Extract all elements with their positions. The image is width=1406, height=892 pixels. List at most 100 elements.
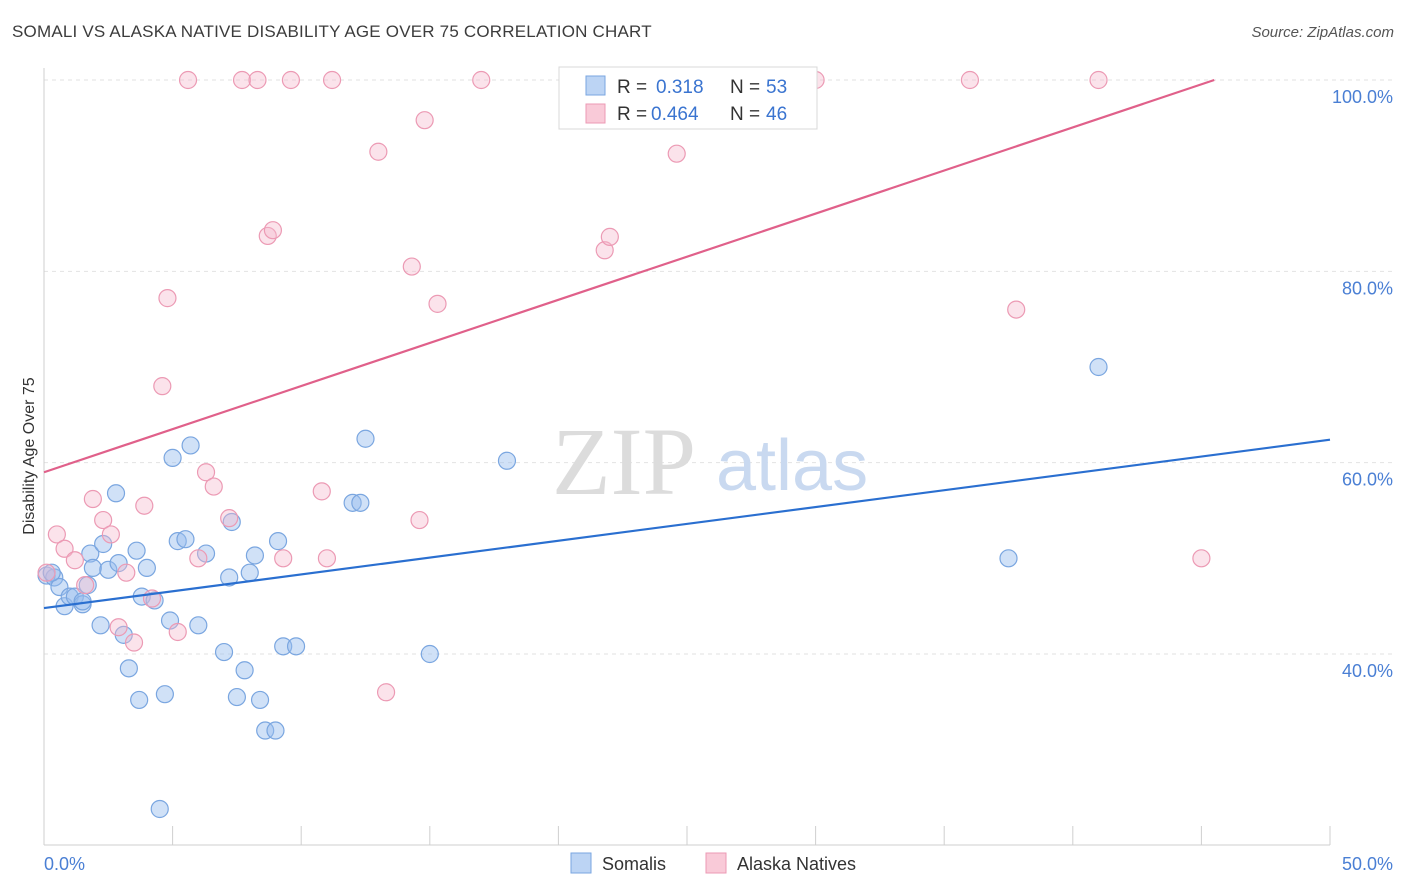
point-alaska-natives <box>1007 300 1026 319</box>
point-alaska-natives <box>76 576 95 595</box>
point-alaska-natives <box>595 241 614 260</box>
point-alaska-natives <box>124 633 144 652</box>
point-alaska-natives <box>196 463 216 482</box>
point-somalis <box>256 721 275 740</box>
point-alaska-natives <box>65 551 84 570</box>
point-alaska-natives <box>402 257 421 276</box>
point-somalis <box>127 541 146 560</box>
chart-title: SOMALI VS ALASKA NATIVE DISABILITY AGE O… <box>12 22 652 41</box>
legend-swatch-alaska-natives <box>585 103 606 124</box>
x-tick-label-min: 0.0% <box>44 854 85 874</box>
y-axis-label: Disability Age Over 75 <box>21 377 38 535</box>
point-somalis <box>130 690 149 710</box>
legend-swatch-somalis <box>585 75 606 96</box>
point-somalis <box>214 642 234 662</box>
point-somalis <box>343 493 362 512</box>
point-alaska-natives <box>322 70 342 90</box>
point-somalis <box>163 448 182 467</box>
point-somalis <box>240 563 259 582</box>
point-alaska-natives <box>37 563 56 582</box>
point-alaska-natives <box>204 477 223 496</box>
watermark-atlas: atlas <box>716 426 868 506</box>
point-alaska-natives <box>248 70 267 90</box>
point-alaska-natives <box>281 70 301 90</box>
watermark-zip: ZIP <box>552 408 696 515</box>
point-alaska-natives <box>960 70 980 90</box>
trend-line-alaska-natives <box>43 78 1215 474</box>
point-alaska-natives <box>312 482 331 501</box>
point-alaska-natives <box>1089 70 1108 90</box>
point-somalis <box>155 685 174 704</box>
point-alaska-natives <box>158 289 177 308</box>
point-somalis <box>181 436 200 455</box>
point-somalis <box>137 558 156 578</box>
legend-n-value-somalis: 53 <box>766 77 787 98</box>
legend-r-label-somalis: R = <box>617 77 647 98</box>
bottom-legend-swatch-alaska-natives <box>705 852 727 874</box>
point-somalis <box>356 429 375 448</box>
point-somalis <box>94 534 113 554</box>
point-somalis <box>176 530 195 549</box>
point-somalis <box>109 554 128 573</box>
series-legend: Somalis Alaska Natives <box>570 852 856 874</box>
source-credit: Source: ZipAtlas.com <box>1251 24 1394 41</box>
point-alaska-natives <box>168 622 187 642</box>
point-alaska-natives <box>258 226 277 246</box>
y-tick-labels: 40.0% 60.0% 80.0% 100.0% <box>1332 87 1393 681</box>
legend-n-label-alaska-natives: N = <box>730 104 760 125</box>
point-somalis <box>351 493 370 512</box>
point-somalis <box>420 644 439 664</box>
point-alaska-natives <box>101 525 120 544</box>
trend-lines <box>43 78 1331 610</box>
point-alaska-natives <box>189 549 208 568</box>
stats-legend: R = 0.318 N = 53 R = 0.464 N = 46 <box>558 66 818 130</box>
y-tick-label: 40.0% <box>1342 661 1393 681</box>
point-alaska-natives <box>376 683 396 702</box>
point-alaska-natives <box>47 525 66 544</box>
bottom-legend-label-somalis: Somalis <box>602 854 666 874</box>
point-somalis <box>91 616 110 635</box>
point-alaska-natives <box>415 111 434 130</box>
point-somalis <box>250 690 270 710</box>
point-alaska-natives <box>1192 549 1211 568</box>
point-somalis <box>245 546 265 565</box>
trend-line-somalis <box>43 438 1331 610</box>
point-somalis <box>274 637 293 656</box>
point-somalis <box>150 799 169 819</box>
point-somalis <box>145 591 164 610</box>
point-alaska-natives <box>472 70 491 90</box>
point-somalis <box>42 563 61 582</box>
y-tick-label: 80.0% <box>1342 278 1393 298</box>
x-tick-label-max: 50.0% <box>1342 854 1393 874</box>
point-somalis <box>227 687 246 707</box>
y-tick-label: 100.0% <box>1332 87 1393 107</box>
point-alaska-natives <box>220 509 239 528</box>
point-alaska-natives <box>410 510 429 530</box>
axes <box>43 68 1331 846</box>
legend-r-label-alaska-natives: R = <box>617 104 647 125</box>
bottom-legend-label-alaska-natives: Alaska Natives <box>737 854 856 874</box>
point-somalis <box>268 532 288 551</box>
point-alaska-natives <box>232 70 252 90</box>
point-somalis <box>999 549 1018 568</box>
legend-r-value-alaska-natives: 0.464 <box>651 104 699 125</box>
point-somalis <box>497 451 517 470</box>
legend-n-value-alaska-natives: 46 <box>766 104 787 125</box>
point-somalis <box>119 659 138 678</box>
point-alaska-natives <box>55 539 74 558</box>
point-somalis <box>1089 357 1108 377</box>
point-alaska-natives <box>428 294 447 313</box>
point-somalis <box>99 560 118 579</box>
point-alaska-natives <box>94 510 113 530</box>
point-alaska-natives <box>135 496 154 515</box>
point-somalis <box>235 661 254 680</box>
point-alaska-natives <box>109 618 128 637</box>
legend-r-value-somalis: 0.318 <box>656 77 704 98</box>
point-somalis <box>286 637 306 656</box>
point-alaska-natives <box>263 221 283 240</box>
point-somalis <box>266 721 285 740</box>
point-somalis <box>220 568 239 587</box>
point-somalis <box>189 616 208 635</box>
point-alaska-natives <box>153 377 172 396</box>
